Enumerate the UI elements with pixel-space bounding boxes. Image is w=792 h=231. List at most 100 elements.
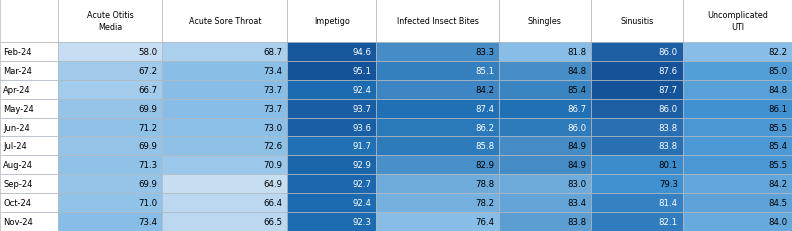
Bar [0, 156, 58, 175]
Text: 86.1: 86.1 [768, 104, 787, 113]
Text: Oct-24: Oct-24 [3, 198, 31, 207]
Text: 83.3: 83.3 [475, 48, 494, 57]
Text: Impetigo: Impetigo [314, 17, 350, 26]
Text: 92.4: 92.4 [352, 198, 371, 207]
Text: 69.9: 69.9 [139, 142, 158, 151]
Text: Nov-24: Nov-24 [3, 217, 33, 226]
Text: 80.1: 80.1 [659, 161, 678, 170]
Bar [0, 0, 58, 43]
Text: 79.3: 79.3 [659, 179, 678, 188]
Text: 92.9: 92.9 [352, 161, 371, 170]
Bar [0, 61, 58, 80]
Bar [683, 80, 792, 99]
Bar [499, 43, 591, 61]
Text: 66.4: 66.4 [264, 198, 283, 207]
Bar [376, 0, 499, 43]
Text: 84.2: 84.2 [768, 179, 787, 188]
Bar [683, 0, 792, 43]
Text: 66.5: 66.5 [264, 217, 283, 226]
Bar [58, 80, 162, 99]
Bar [376, 80, 499, 99]
Bar [58, 61, 162, 80]
Bar [591, 156, 683, 175]
Text: 94.6: 94.6 [352, 48, 371, 57]
Bar [58, 137, 162, 156]
Text: 69.9: 69.9 [139, 104, 158, 113]
Bar [499, 0, 591, 43]
Text: 85.4: 85.4 [768, 142, 787, 151]
Bar [287, 80, 376, 99]
Bar [58, 156, 162, 175]
Bar [499, 80, 591, 99]
Bar [591, 80, 683, 99]
Bar [376, 61, 499, 80]
Bar [376, 212, 499, 231]
Text: 76.4: 76.4 [475, 217, 494, 226]
Text: Infected Insect Bites: Infected Insect Bites [397, 17, 478, 26]
Bar [376, 193, 499, 212]
Text: 83.4: 83.4 [567, 198, 586, 207]
Text: 93.6: 93.6 [352, 123, 371, 132]
Bar [499, 175, 591, 193]
Text: Feb-24: Feb-24 [3, 48, 32, 57]
Text: 92.7: 92.7 [352, 179, 371, 188]
Bar [376, 156, 499, 175]
Text: Shingles: Shingles [528, 17, 562, 26]
Bar [0, 137, 58, 156]
Bar [58, 43, 162, 61]
Bar [499, 118, 591, 137]
Text: 85.8: 85.8 [475, 142, 494, 151]
Text: 83.8: 83.8 [659, 142, 678, 151]
Bar [0, 193, 58, 212]
Bar [683, 175, 792, 193]
Text: 84.9: 84.9 [567, 161, 586, 170]
Bar [683, 118, 792, 137]
Text: 66.7: 66.7 [139, 85, 158, 94]
Bar [591, 175, 683, 193]
Text: Uncomplicated
UTI: Uncomplicated UTI [707, 11, 767, 31]
Text: 87.6: 87.6 [659, 67, 678, 76]
Bar [162, 212, 287, 231]
Text: 93.7: 93.7 [352, 104, 371, 113]
Text: 71.2: 71.2 [139, 123, 158, 132]
Text: May-24: May-24 [3, 104, 34, 113]
Text: 86.0: 86.0 [659, 48, 678, 57]
Text: 95.1: 95.1 [352, 67, 371, 76]
Text: Jun-24: Jun-24 [3, 123, 30, 132]
Bar [683, 193, 792, 212]
Text: 86.0: 86.0 [567, 123, 586, 132]
Text: 64.9: 64.9 [264, 179, 283, 188]
Text: 72.6: 72.6 [264, 142, 283, 151]
Bar [0, 80, 58, 99]
Text: 82.9: 82.9 [475, 161, 494, 170]
Text: 73.0: 73.0 [264, 123, 283, 132]
Text: 78.2: 78.2 [475, 198, 494, 207]
Text: 92.4: 92.4 [352, 85, 371, 94]
Text: Jul-24: Jul-24 [3, 142, 27, 151]
Text: Sep-24: Sep-24 [3, 179, 32, 188]
Bar [683, 156, 792, 175]
Text: 67.2: 67.2 [139, 67, 158, 76]
Text: 84.9: 84.9 [567, 142, 586, 151]
Bar [376, 99, 499, 118]
Bar [591, 212, 683, 231]
Bar [376, 175, 499, 193]
Bar [287, 175, 376, 193]
Bar [162, 99, 287, 118]
Text: 92.3: 92.3 [352, 217, 371, 226]
Bar [499, 212, 591, 231]
Bar [58, 193, 162, 212]
Bar [591, 43, 683, 61]
Bar [376, 118, 499, 137]
Text: 84.5: 84.5 [768, 198, 787, 207]
Text: 82.1: 82.1 [659, 217, 678, 226]
Bar [162, 80, 287, 99]
Bar [162, 43, 287, 61]
Bar [683, 99, 792, 118]
Bar [0, 118, 58, 137]
Text: 69.9: 69.9 [139, 179, 158, 188]
Bar [499, 193, 591, 212]
Text: Aug-24: Aug-24 [3, 161, 33, 170]
Bar [162, 118, 287, 137]
Text: Mar-24: Mar-24 [3, 67, 32, 76]
